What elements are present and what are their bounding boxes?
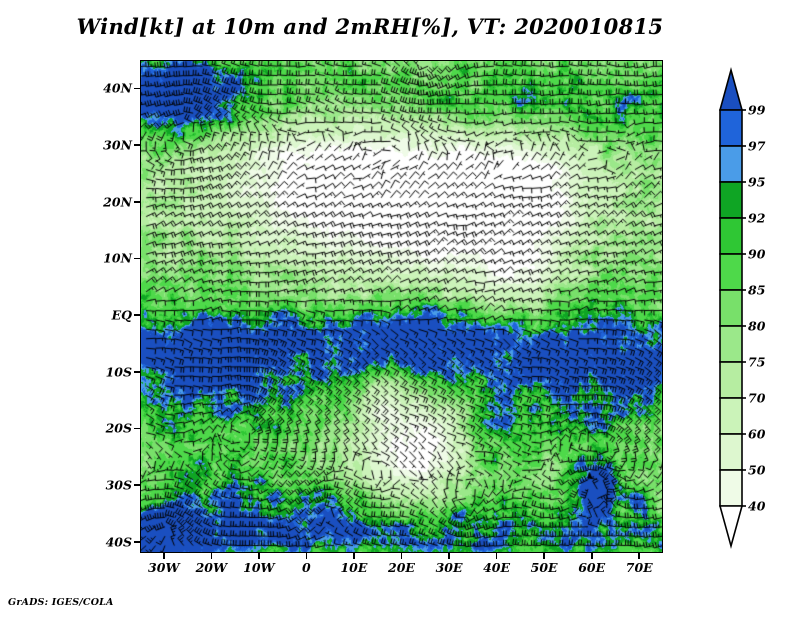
lat-tick bbox=[134, 200, 140, 203]
colorbar-label-92: 92 bbox=[748, 210, 766, 226]
colorbar-band bbox=[719, 109, 743, 147]
lat-label-30N: 30N bbox=[103, 137, 132, 153]
page-title: Wind[kt] at 10m and 2mRH[%], VT: 2020010… bbox=[76, 14, 664, 39]
colorbar-label-40: 40 bbox=[748, 498, 766, 514]
lon-label-70E: 70E bbox=[625, 560, 653, 575]
lon-label-20E: 20E bbox=[388, 560, 415, 575]
colorbar-band bbox=[719, 181, 743, 219]
colorbar-label-60: 60 bbox=[748, 426, 766, 442]
lon-tick bbox=[305, 553, 308, 559]
colorbar-label-70: 70 bbox=[748, 390, 766, 406]
lon-tick bbox=[495, 553, 498, 559]
grads-attribution: GrADS: IGES/COLA bbox=[8, 597, 114, 608]
colorbar-band bbox=[719, 361, 743, 399]
lat-label-40S: 40S bbox=[105, 534, 132, 550]
colorbar-label-90: 90 bbox=[748, 246, 766, 262]
lat-tick bbox=[134, 540, 140, 543]
colorbar-label-50: 50 bbox=[748, 462, 766, 478]
lon-label-40E: 40E bbox=[483, 560, 511, 575]
colorbar: 99 97 95 92 90 85 80 75 70 60 50 40 bbox=[716, 62, 800, 554]
lon-tick bbox=[448, 553, 450, 559]
lon-tick bbox=[543, 553, 546, 559]
colorbar-label-99: 99 bbox=[748, 102, 766, 118]
lat-tick bbox=[134, 484, 140, 486]
lon-label-30W: 30W bbox=[148, 560, 180, 575]
lat-tick bbox=[134, 314, 140, 316]
colorbar-band bbox=[719, 433, 743, 471]
colorbar-band bbox=[719, 253, 743, 291]
lon-tick bbox=[258, 553, 260, 559]
colorbar-top-arrow bbox=[718, 66, 744, 111]
lat-label-40N: 40N bbox=[103, 80, 132, 96]
lon-tick bbox=[590, 553, 593, 559]
lon-label-0: 0 bbox=[302, 560, 311, 575]
lon-tick bbox=[638, 553, 641, 559]
lon-label-30E: 30E bbox=[435, 560, 463, 575]
lat-label-30S: 30S bbox=[105, 477, 132, 493]
colorbar-label-85: 85 bbox=[748, 282, 766, 298]
colorbar-band bbox=[719, 325, 743, 363]
lon-tick bbox=[210, 553, 213, 559]
lat-label-20N: 20N bbox=[103, 194, 132, 210]
colorbar-label-97: 97 bbox=[748, 138, 766, 154]
lon-label-10W: 10W bbox=[243, 560, 275, 575]
lat-label-10N: 10N bbox=[103, 250, 132, 266]
colorbar-swatches bbox=[718, 66, 746, 550]
lat-tick bbox=[134, 87, 140, 90]
colorbar-band bbox=[719, 217, 743, 255]
lon-label-10E: 10E bbox=[340, 560, 368, 575]
colorbar-label-75: 75 bbox=[748, 354, 766, 370]
lat-tick bbox=[134, 257, 140, 260]
lon-label-20W: 20W bbox=[195, 560, 228, 575]
lat-tick bbox=[134, 370, 140, 373]
colorbar-band bbox=[719, 397, 743, 435]
lon-tick bbox=[353, 553, 355, 559]
colorbar-band bbox=[719, 469, 743, 507]
lon-tick bbox=[162, 553, 165, 559]
colorbar-band bbox=[719, 289, 743, 327]
colorbar-label-95: 95 bbox=[748, 174, 766, 190]
lat-label-10S: 10S bbox=[105, 364, 132, 380]
colorbar-bottom-arrow bbox=[718, 505, 744, 550]
lat-tick bbox=[134, 144, 140, 146]
wind-barb-layer bbox=[141, 61, 662, 552]
lat-tick bbox=[134, 427, 140, 430]
colorbar-band bbox=[719, 145, 743, 183]
lat-label-EQ: EQ bbox=[111, 307, 132, 323]
lon-label-60E: 60E bbox=[578, 560, 606, 575]
lon-tick bbox=[400, 553, 403, 559]
lon-label-50E: 50E bbox=[530, 560, 558, 575]
map-plot-area bbox=[140, 60, 663, 553]
lat-label-20S: 20S bbox=[105, 420, 132, 436]
colorbar-label-80: 80 bbox=[748, 318, 766, 334]
